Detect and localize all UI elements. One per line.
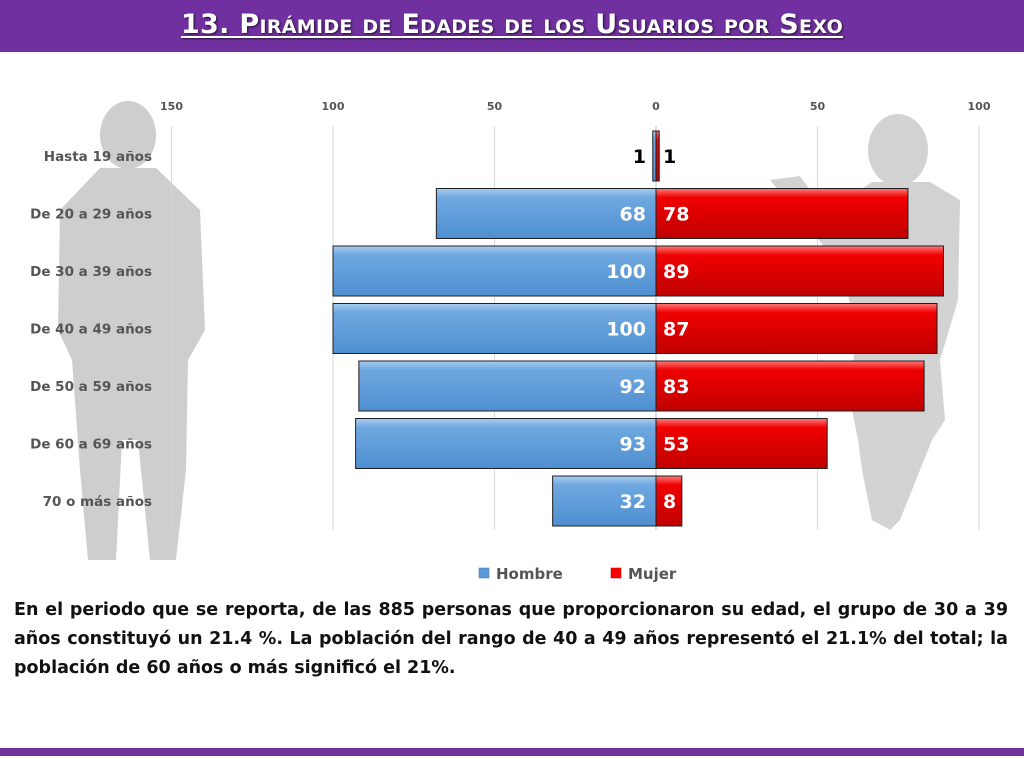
chart-bars (332, 130, 944, 527)
legend-swatch-hombre (478, 567, 490, 579)
data-label-mujer: 53 (663, 434, 689, 456)
data-label-hombre: 68 (620, 204, 646, 226)
bar-mujer (655, 245, 944, 297)
data-label-mujer: 1 (663, 146, 676, 168)
x-tick-label: 50 (487, 100, 503, 113)
category-label: 70 o más años (43, 494, 152, 510)
title-bar: 13. Pirámide de Edades de los Usuarios p… (0, 0, 1024, 52)
category-label: De 20 a 29 años (30, 207, 152, 223)
bar-hombre (435, 188, 657, 239)
page-title: 13. Pirámide de Edades de los Usuarios p… (180, 9, 844, 40)
category-label: Hasta 19 años (44, 149, 152, 165)
bar-hombre (355, 418, 657, 469)
x-tick-label: 100 (322, 100, 345, 113)
bar-mujer (655, 418, 828, 469)
x-tick-label: 100 (968, 100, 991, 113)
data-label-hombre: 100 (606, 319, 646, 341)
bar-mujer (655, 188, 909, 239)
x-tick-label: 0 (652, 100, 660, 113)
data-label-hombre: 1 (633, 146, 646, 168)
category-label: De 30 a 39 años (30, 264, 152, 280)
category-label: De 40 a 49 años (30, 322, 152, 338)
bar-mujer (655, 303, 938, 354)
data-label-hombre: 93 (620, 434, 646, 456)
legend-label-mujer: Mujer (628, 565, 677, 583)
bar-mujer (655, 130, 660, 182)
data-label-mujer: 83 (663, 376, 689, 398)
population-pyramid-chart: 150 100 50 0 50 100 Hasta 19 años De 20 a 29 a… (30, 100, 991, 583)
data-labels: 1 1 68 78 100 89 100 87 92 83 93 53 32 8 (606, 146, 689, 513)
category-label: De 60 a 69 años (30, 437, 152, 453)
x-tick-label: 150 (160, 100, 183, 113)
data-label-hombre: 92 (620, 376, 646, 398)
data-label-mujer: 8 (663, 491, 676, 513)
man-silhouette (58, 101, 205, 560)
data-label-mujer: 78 (663, 204, 689, 226)
bar-mujer (655, 360, 925, 412)
description-text: En el periodo que se reporta, de las 885… (14, 600, 1008, 678)
data-label-mujer: 87 (663, 319, 689, 341)
footer-bar (0, 748, 1024, 756)
bar-hombre (358, 360, 657, 412)
data-label-hombre: 32 (620, 491, 646, 513)
bar-hombre (552, 475, 657, 527)
category-label: De 50 a 59 años (30, 379, 152, 395)
category-labels: Hasta 19 años De 20 a 29 años De 30 a 39 a… (30, 149, 152, 510)
bar-mujer (655, 475, 683, 527)
data-label-hombre: 100 (606, 261, 646, 283)
x-tick-label: 50 (810, 100, 826, 113)
x-axis-ticks: 150 100 50 0 50 100 (160, 100, 991, 113)
data-label-mujer: 89 (663, 261, 689, 283)
chart-legend: Hombre Mujer (478, 565, 677, 583)
legend-swatch-mujer (610, 567, 622, 579)
legend-label-hombre: Hombre (496, 565, 563, 583)
